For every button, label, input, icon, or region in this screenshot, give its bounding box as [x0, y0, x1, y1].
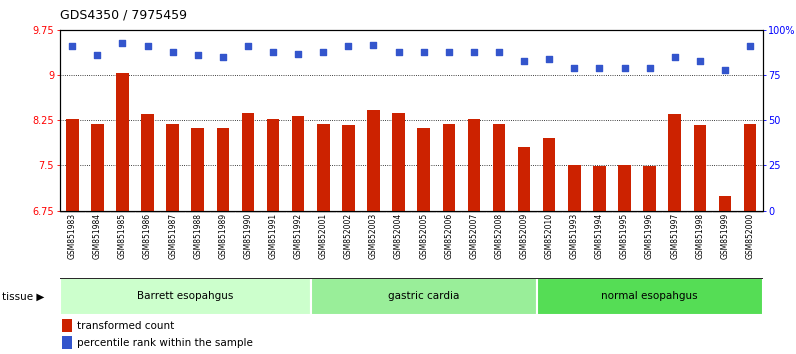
- Point: [693, 58, 706, 64]
- Text: GSM852008: GSM852008: [494, 213, 504, 259]
- Point: [443, 49, 455, 55]
- Text: GSM851990: GSM851990: [244, 213, 252, 259]
- FancyBboxPatch shape: [537, 278, 763, 315]
- Point: [292, 51, 305, 56]
- Text: GSM851987: GSM851987: [168, 213, 178, 259]
- Text: GSM851993: GSM851993: [570, 213, 579, 259]
- Bar: [467, 119, 480, 211]
- Point: [568, 65, 580, 71]
- Bar: [669, 114, 681, 211]
- Text: GDS4350 / 7975459: GDS4350 / 7975459: [60, 8, 187, 21]
- Point: [91, 52, 103, 58]
- Text: GSM851984: GSM851984: [93, 213, 102, 259]
- Bar: [166, 124, 179, 211]
- Bar: [493, 124, 505, 211]
- Text: transformed count: transformed count: [77, 321, 174, 331]
- Bar: [62, 336, 72, 349]
- Point: [593, 65, 606, 71]
- Point: [417, 49, 430, 55]
- Point: [66, 44, 79, 49]
- FancyBboxPatch shape: [310, 278, 537, 315]
- Text: GSM851991: GSM851991: [268, 213, 278, 259]
- Bar: [568, 166, 580, 211]
- Bar: [392, 113, 405, 211]
- Text: GSM851994: GSM851994: [595, 213, 604, 259]
- Point: [392, 49, 405, 55]
- Bar: [242, 113, 254, 211]
- Point: [141, 44, 154, 49]
- Text: GSM852003: GSM852003: [369, 213, 378, 259]
- Text: GSM852000: GSM852000: [746, 213, 755, 259]
- Text: GSM851999: GSM851999: [720, 213, 729, 259]
- Bar: [618, 166, 630, 211]
- Text: GSM851988: GSM851988: [193, 213, 202, 259]
- Bar: [267, 119, 279, 211]
- Text: tissue ▶: tissue ▶: [2, 291, 45, 302]
- Text: GSM851996: GSM851996: [645, 213, 654, 259]
- Point: [517, 58, 530, 64]
- Text: GSM852006: GSM852006: [444, 213, 453, 259]
- Bar: [593, 166, 606, 211]
- Point: [669, 54, 681, 60]
- Text: percentile rank within the sample: percentile rank within the sample: [77, 338, 253, 348]
- Point: [267, 49, 279, 55]
- Point: [191, 52, 204, 58]
- Text: GSM851998: GSM851998: [696, 213, 704, 259]
- Bar: [62, 319, 72, 332]
- FancyBboxPatch shape: [60, 278, 310, 315]
- Text: GSM851986: GSM851986: [143, 213, 152, 259]
- Bar: [367, 109, 380, 211]
- Text: GSM851997: GSM851997: [670, 213, 679, 259]
- Point: [166, 49, 179, 55]
- Bar: [719, 195, 732, 211]
- Point: [743, 44, 756, 49]
- Point: [719, 67, 732, 73]
- Text: GSM851989: GSM851989: [218, 213, 228, 259]
- Point: [217, 54, 229, 60]
- Bar: [518, 147, 530, 211]
- Point: [342, 44, 355, 49]
- Bar: [417, 127, 430, 211]
- Point: [367, 42, 380, 47]
- Bar: [292, 116, 304, 211]
- Text: Barrett esopahgus: Barrett esopahgus: [137, 291, 233, 302]
- Text: GSM852002: GSM852002: [344, 213, 353, 259]
- Point: [643, 65, 656, 71]
- Text: GSM852001: GSM852001: [318, 213, 328, 259]
- Text: GSM851985: GSM851985: [118, 213, 127, 259]
- Bar: [342, 125, 355, 211]
- Bar: [443, 124, 455, 211]
- Bar: [66, 119, 79, 211]
- Text: gastric cardia: gastric cardia: [388, 291, 459, 302]
- Text: GSM851983: GSM851983: [68, 213, 76, 259]
- Text: GSM852004: GSM852004: [394, 213, 403, 259]
- Text: GSM852005: GSM852005: [419, 213, 428, 259]
- Point: [116, 40, 129, 46]
- Point: [618, 65, 631, 71]
- Text: GSM851992: GSM851992: [294, 213, 302, 259]
- Text: GSM852010: GSM852010: [544, 213, 554, 259]
- Text: normal esopahgus: normal esopahgus: [601, 291, 698, 302]
- Point: [493, 49, 505, 55]
- Bar: [91, 124, 103, 211]
- Bar: [192, 128, 204, 211]
- Bar: [116, 73, 129, 211]
- Text: GSM851995: GSM851995: [620, 213, 629, 259]
- Point: [467, 49, 480, 55]
- Text: GSM852009: GSM852009: [520, 213, 529, 259]
- Bar: [643, 166, 656, 211]
- Bar: [141, 114, 154, 211]
- Bar: [693, 125, 706, 211]
- Point: [543, 56, 556, 62]
- Point: [317, 49, 330, 55]
- Bar: [317, 124, 330, 211]
- Bar: [743, 124, 756, 211]
- Bar: [217, 128, 229, 211]
- Text: GSM852007: GSM852007: [470, 213, 478, 259]
- Point: [242, 44, 255, 49]
- Bar: [543, 138, 556, 211]
